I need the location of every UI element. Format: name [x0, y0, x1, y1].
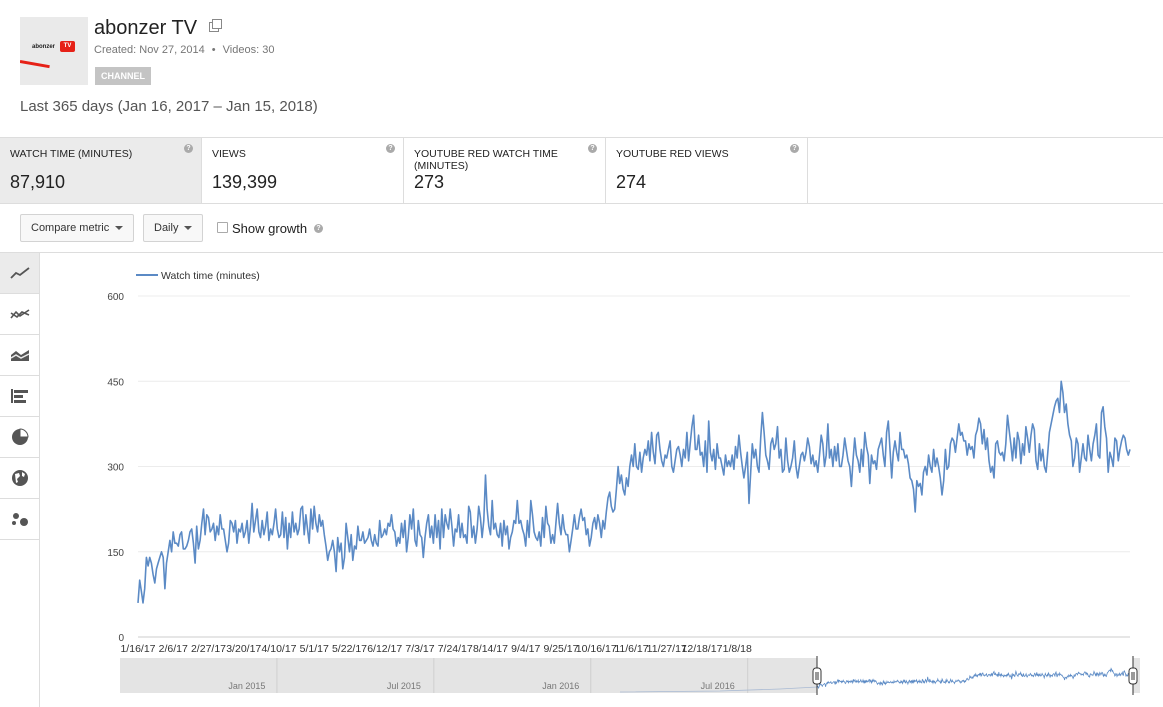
metric-tab-watch-time[interactable]: WATCH TIME (MINUTES) 87,910 ?	[0, 138, 202, 203]
x-tick-label: 1/16/17	[120, 643, 155, 655]
metric-label: YOUTUBE RED WATCH TIME (MINUTES)	[414, 148, 558, 172]
help-icon[interactable]: ?	[314, 224, 323, 233]
x-tick-label: 12/18/17	[682, 643, 723, 655]
x-tick-label: 1/8/18	[723, 643, 752, 655]
date-range[interactable]: Last 365 days (Jan 16, 2017 – Jan 15, 20…	[20, 98, 318, 115]
channel-meta: Created: Nov 27, 2014 • Videos: 30	[94, 44, 274, 56]
overview-label: Jul 2015	[387, 681, 421, 691]
x-axis-labels: 1/16/17 2/6/17 2/27/17 3/20/17 4/10/17 5/1/17…	[120, 643, 752, 655]
help-icon[interactable]: ?	[184, 144, 193, 153]
multi-line-chart-icon[interactable]	[0, 294, 39, 335]
caret-down-icon	[184, 226, 193, 231]
x-tick-label: 11/6/17	[614, 643, 648, 655]
help-icon[interactable]: ?	[386, 144, 395, 153]
watch-time-series-line	[137, 380, 1131, 604]
line-chart-icon[interactable]	[0, 253, 39, 294]
interval-label: Daily	[154, 222, 179, 234]
x-tick-label: 2/27/17	[191, 643, 226, 655]
x-tick-label: 5/22/17	[332, 643, 367, 655]
channel-created: Created: Nov 27, 2014	[94, 44, 205, 56]
metric-label: YOUTUBE RED VIEWS	[616, 148, 729, 160]
y-axis-labels: 0 150 300 450 600	[107, 292, 124, 644]
x-tick-label: 4/10/17	[261, 643, 296, 655]
channel-badge: CHANNEL	[95, 67, 151, 85]
compare-metric-label: Compare metric	[31, 222, 110, 234]
x-tick-label: 9/4/17	[511, 643, 540, 655]
x-tick-label: 8/14/17	[473, 643, 508, 655]
chart-legend: Watch time (minutes)	[136, 270, 260, 282]
bar-chart-icon[interactable]	[0, 376, 39, 417]
x-tick-label: 11/27/17	[647, 643, 687, 655]
channel-logo-text: abonzer	[32, 44, 56, 50]
channel-videos: Videos: 30	[222, 44, 275, 56]
metric-label: WATCH TIME (MINUTES)	[10, 148, 133, 160]
show-growth-checkbox[interactable]	[217, 222, 228, 233]
overview-label: Jan 2015	[228, 681, 265, 691]
metric-value: 274	[616, 172, 647, 192]
x-tick-label: 7/3/17	[405, 643, 434, 655]
compare-metric-dropdown[interactable]: Compare metric	[20, 214, 135, 242]
bubble-chart-icon[interactable]	[0, 499, 39, 540]
y-tick-label: 600	[107, 292, 124, 303]
y-tick-label: 150	[107, 548, 124, 559]
channel-logo-tv: TV	[60, 41, 75, 52]
pie-chart-icon[interactable]	[0, 417, 39, 458]
globe-map-icon[interactable]	[0, 458, 39, 499]
overview-label: Jul 2016	[701, 681, 735, 691]
meta-separator: •	[211, 44, 216, 56]
overview-label: Jan 2016	[542, 681, 579, 691]
help-icon[interactable]: ?	[790, 144, 799, 153]
caret-down-icon	[115, 226, 124, 231]
x-tick-label: 9/25/17	[543, 643, 578, 655]
chart-series	[137, 380, 1131, 604]
metric-tabs: WATCH TIME (MINUTES) 87,910 ? VIEWS 139,…	[0, 137, 1163, 204]
metric-label: VIEWS	[212, 148, 246, 160]
handle-grip	[812, 667, 822, 685]
metric-value: 139,399	[212, 172, 278, 192]
range-handle-left[interactable]	[812, 656, 822, 695]
x-tick-label: 5/1/17	[300, 643, 329, 655]
metric-tab-red-watch-time[interactable]: YOUTUBE RED WATCH TIME (MINUTES) 273 ?	[404, 138, 606, 203]
stacked-area-chart-icon[interactable]	[0, 335, 39, 376]
x-tick-label: 3/20/17	[226, 643, 261, 655]
watch-time-line-chart[interactable]: 0 150 300 450 600 1/16/17 2/6/17 2/27/17 3/20/1…	[40, 253, 1163, 707]
interval-dropdown[interactable]: Daily	[143, 214, 204, 242]
x-tick-label: 7/24/17	[438, 643, 473, 655]
channel-logo-swoosh	[20, 60, 50, 69]
metric-tab-red-views[interactable]: YOUTUBE RED VIEWS 274 ?	[606, 138, 808, 203]
y-tick-label: 450	[107, 377, 124, 388]
chart-toolbar: Compare metric Daily Show growth ?	[0, 204, 1163, 253]
chart-type-bar	[0, 253, 40, 707]
metric-value: 273	[414, 172, 445, 192]
help-icon[interactable]: ?	[588, 144, 597, 153]
range-handle-right[interactable]	[1128, 656, 1138, 695]
x-tick-label: 10/16/17	[576, 643, 617, 655]
channel-thumbnail: abonzer TV	[20, 17, 88, 85]
channel-name: abonzer TV	[94, 17, 198, 39]
x-tick-label: 6/12/17	[367, 643, 402, 655]
metric-value: 87,910	[10, 172, 66, 192]
x-tick-label: 2/6/17	[159, 643, 188, 655]
handle-grip	[1128, 667, 1138, 685]
y-tick-label: 0	[118, 633, 124, 644]
external-link-icon[interactable]	[209, 19, 222, 32]
overview-series-line	[816, 667, 1134, 689]
legend-label: Watch time (minutes)	[161, 270, 260, 282]
overview-history-line	[619, 686, 818, 693]
metric-tab-views[interactable]: VIEWS 139,399 ?	[202, 138, 404, 203]
show-growth-label[interactable]: Show growth	[232, 221, 308, 236]
y-tick-label: 300	[107, 463, 124, 474]
